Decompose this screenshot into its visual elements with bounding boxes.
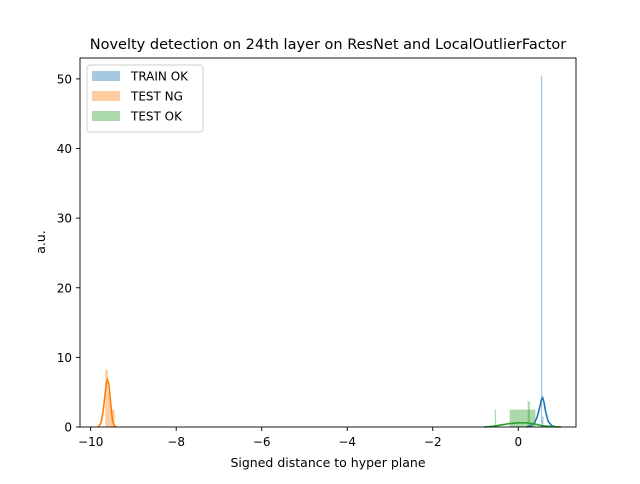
hist-bar-2-2 [107, 392, 111, 427]
hist-bar-3-1 [494, 409, 497, 427]
x-tick-label-2: −8 [167, 435, 185, 449]
hist-bar-2-1 [105, 369, 108, 427]
y-tick-label-2: 10 [57, 351, 72, 365]
legend-label-2: TEST NG [130, 90, 183, 104]
y-tick-label-6: 50 [57, 72, 72, 86]
kde-curve-3 [484, 422, 562, 428]
x-tick-label-1: −10 [78, 435, 103, 449]
legend-label-1: TRAIN OK [130, 70, 189, 84]
hist-bar-1-2 [542, 416, 544, 427]
x-tick-label-3: −6 [253, 435, 271, 449]
x-tick-label-6: 0 [514, 435, 522, 449]
legend-swatch-3 [92, 111, 120, 121]
legend-swatch-2 [92, 91, 120, 101]
y-tick-label-4: 30 [57, 212, 72, 226]
x-tick-label-4: −4 [338, 435, 356, 449]
legend-swatch-1 [92, 71, 120, 81]
axes-frame [79, 57, 577, 428]
legend-box [86, 64, 204, 133]
y-tick-label-5: 40 [57, 142, 72, 156]
x-axis-label: Signed distance to hyper plane [230, 455, 425, 470]
y-axis-label: a.u. [33, 230, 48, 254]
hist-bar-1-1 [540, 75, 543, 427]
legend: TRAIN OK TEST NG TEST OK [86, 64, 204, 133]
axes: −10 −8 −6 −4 −2 0 0 10 20 30 40 50 [57, 57, 577, 449]
kde-curve-2 [97, 376, 117, 428]
y-tick-label-1: 0 [64, 421, 72, 435]
x-tick-label-5: −2 [424, 435, 442, 449]
plot-area [97, 75, 562, 428]
hist-bar-3-3 [527, 401, 530, 427]
chart-title: Novelty detection on 24th layer on ResNe… [90, 37, 567, 53]
y-tick-label-3: 20 [57, 281, 72, 295]
legend-label-3: TEST OK [130, 110, 183, 124]
